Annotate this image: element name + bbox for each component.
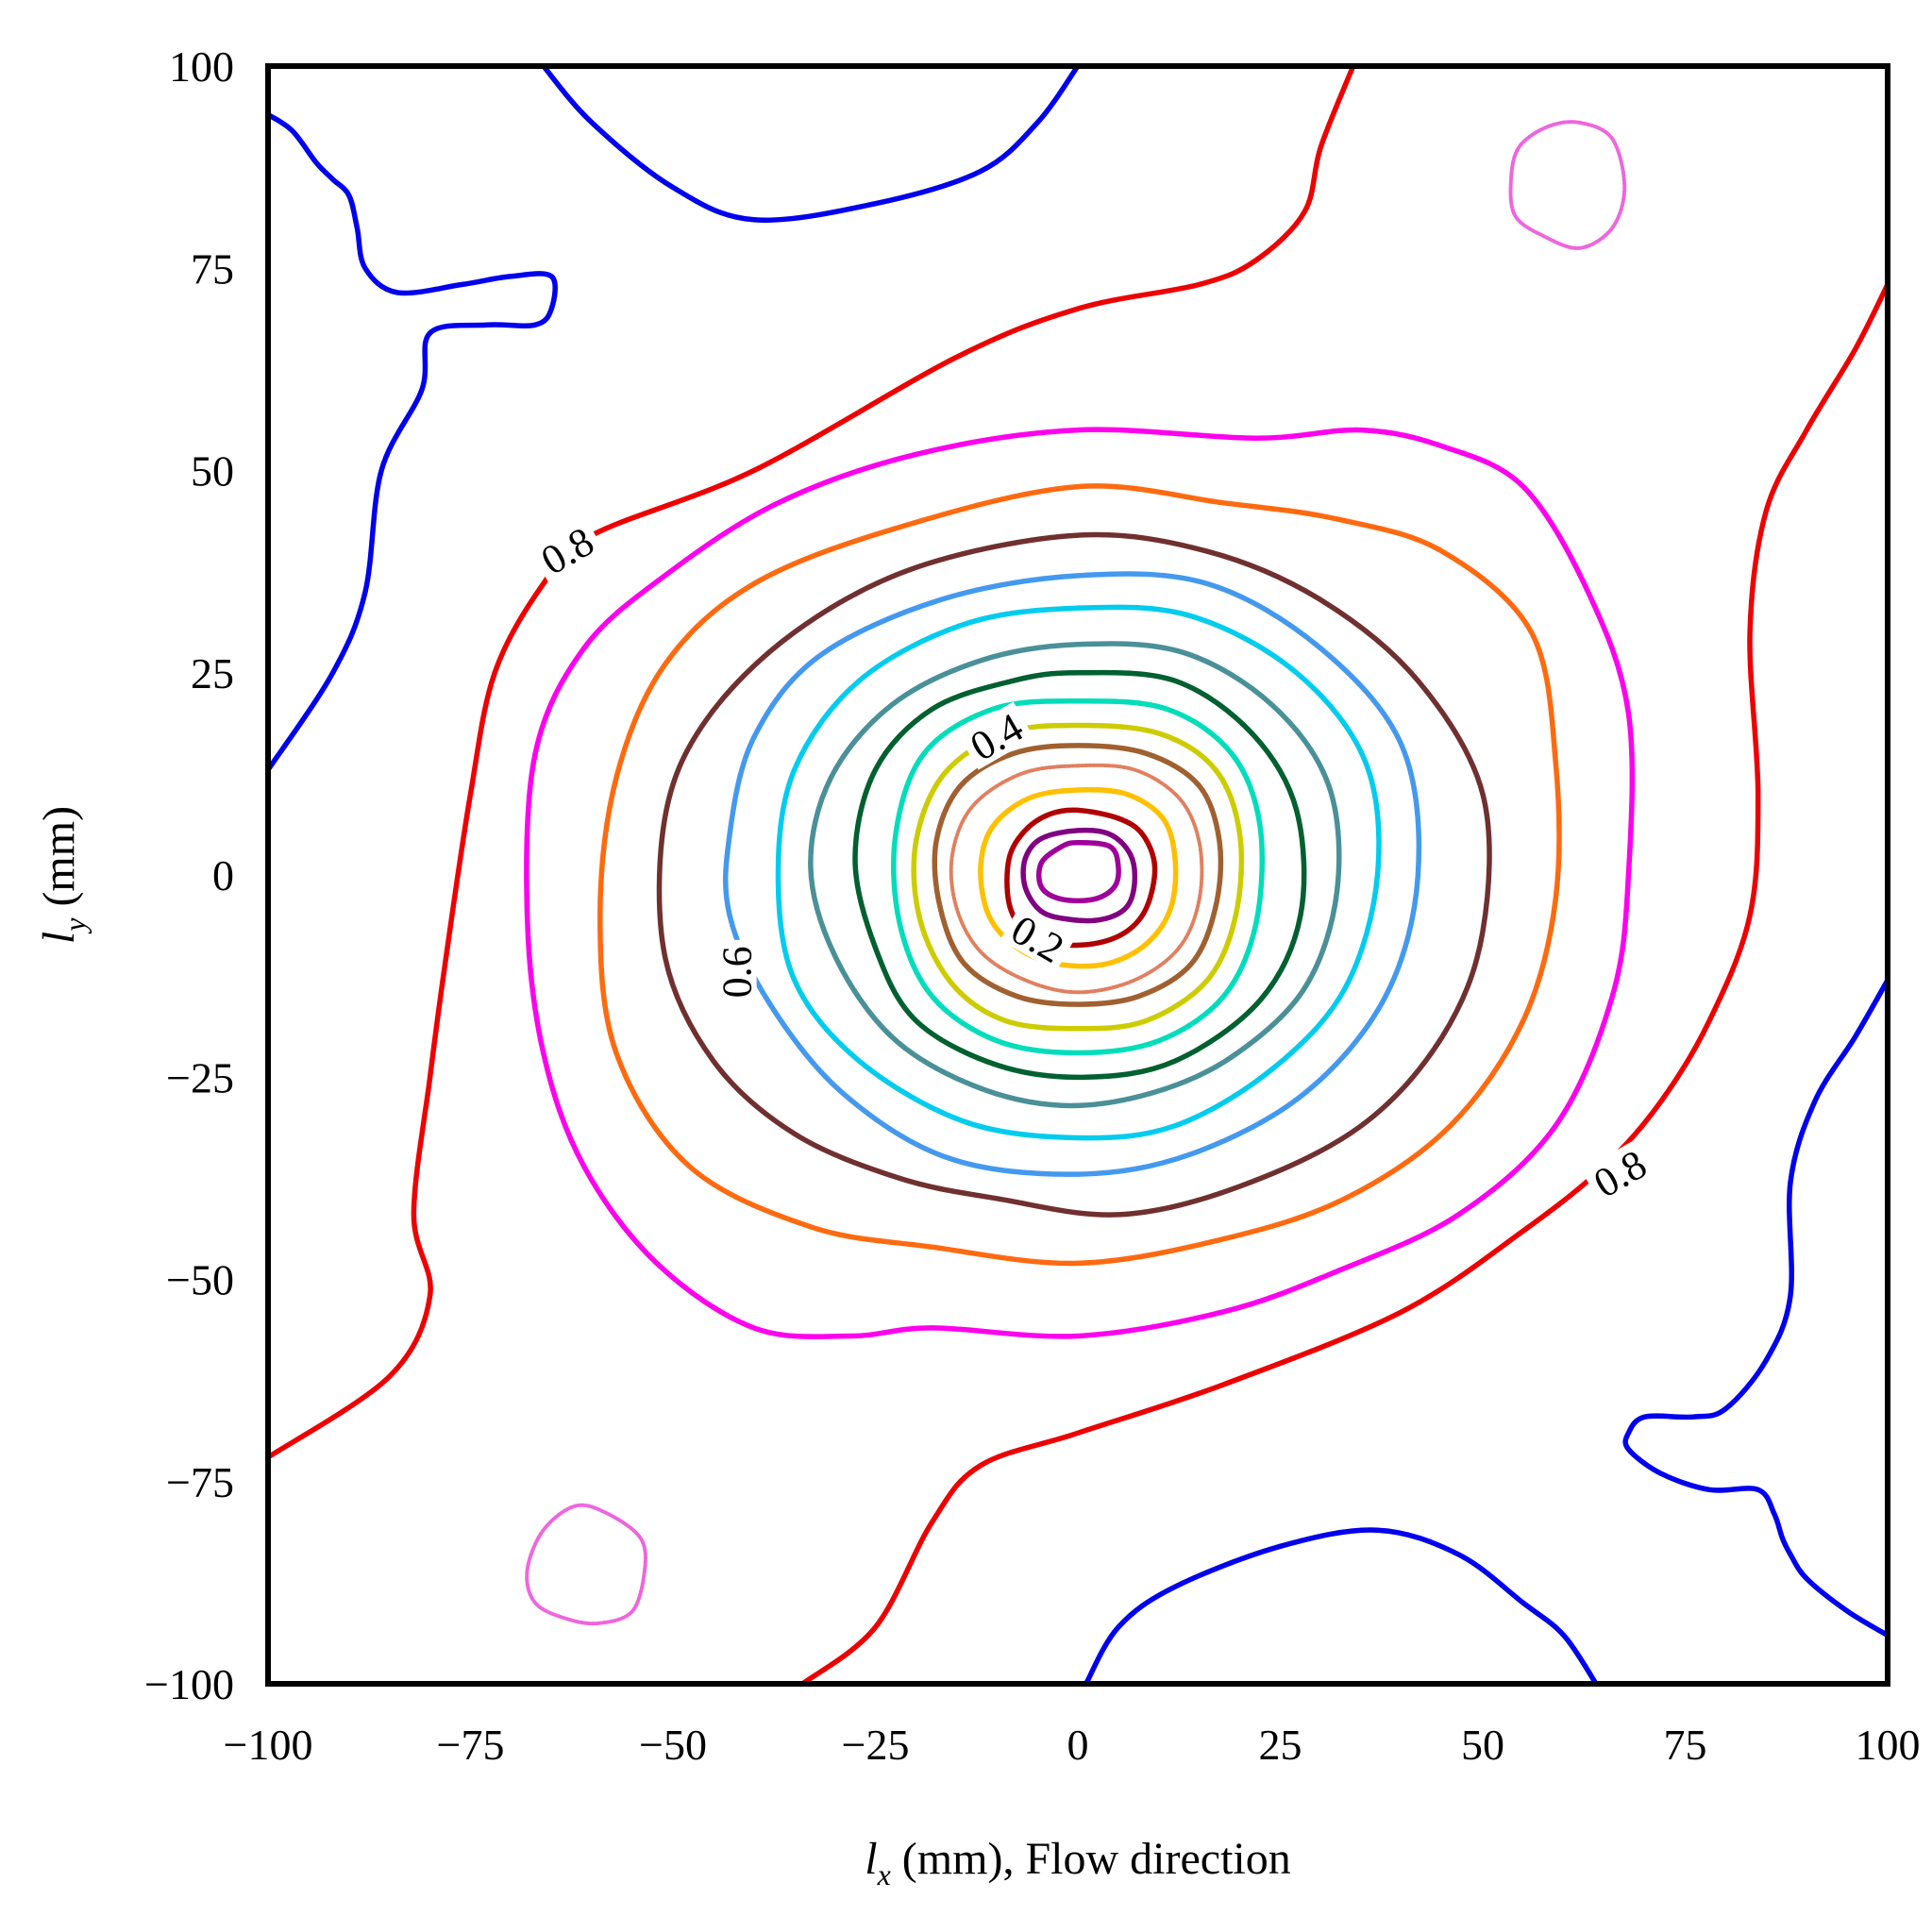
contour-level-0-25 xyxy=(978,786,1179,969)
y-tick-label: 75 xyxy=(191,244,234,293)
x-tick-label: −75 xyxy=(437,1721,505,1769)
contour-label: 0.4 xyxy=(963,704,1031,770)
contour-level-0-5 xyxy=(852,669,1307,1081)
contour-level-0-3 xyxy=(949,763,1204,995)
contour-level-0-9d xyxy=(1622,977,1890,1639)
contour-label-background xyxy=(714,939,757,1004)
contour-label-background xyxy=(1581,1138,1658,1207)
contour-level-0-6 xyxy=(775,604,1382,1141)
x-tick-label: 25 xyxy=(1259,1721,1302,1769)
y-axis-title: ly (mm) xyxy=(34,806,92,944)
contour-level-0-45 xyxy=(891,697,1266,1056)
contour-level-0-9c xyxy=(1083,1527,1599,1687)
contour-level-0-9b xyxy=(540,63,1081,223)
contour-level-0-65 xyxy=(723,571,1422,1177)
contour-level-0-75 xyxy=(597,483,1562,1267)
contour-level-0-8 xyxy=(524,427,1636,1339)
y-tick-label: 50 xyxy=(191,447,234,496)
x-tick-label: 100 xyxy=(1856,1721,1921,1769)
contour-level-0-7 xyxy=(656,531,1492,1218)
x-tick-label: 0 xyxy=(1067,1721,1089,1769)
contour-lines xyxy=(265,63,1890,1687)
x-tick-label: −25 xyxy=(842,1721,910,1769)
contour-level-0-35 xyxy=(932,743,1224,1007)
contour-label-background xyxy=(529,515,605,584)
contour-level-0-15 xyxy=(1020,827,1138,924)
x-axis-ticks: −100 −75 −50 −25 0 25 50 75 100 xyxy=(224,1721,1921,1769)
y-tick-label: 0 xyxy=(212,851,234,899)
contour-level-0-1 xyxy=(1035,839,1121,904)
contour-label: 0.6 xyxy=(714,946,761,998)
contour-labels: 0.80.80.60.40.2 xyxy=(529,515,1658,1207)
x-tick-label: 75 xyxy=(1664,1721,1707,1769)
y-tick-label: 25 xyxy=(191,649,234,697)
x-axis-title: lx (mm), Flow direction xyxy=(865,1834,1290,1891)
contour-level-0-9a xyxy=(265,111,558,773)
plot-frame xyxy=(265,63,1890,1687)
contour-level-0-2 xyxy=(1004,807,1158,949)
y-axis-ticks: −100 −75 −50 −25 0 25 50 75 100 xyxy=(144,42,234,1708)
y-tick-label: 100 xyxy=(169,42,234,91)
contour-level-0-95a xyxy=(1508,120,1627,250)
contour-label-background xyxy=(957,701,1034,770)
y-tick-label: −75 xyxy=(166,1458,234,1506)
contour-label: 0.8 xyxy=(1587,1141,1655,1207)
x-tick-label: −50 xyxy=(639,1721,707,1769)
y-tick-label: −100 xyxy=(144,1660,234,1708)
contour-level-0-4 xyxy=(911,722,1245,1032)
x-tick-label: −100 xyxy=(224,1721,313,1769)
contour-label: 0.8 xyxy=(533,518,601,584)
contour-level-0-95b xyxy=(525,1503,647,1626)
contour-label-background xyxy=(1000,903,1077,972)
x-tick-label: 50 xyxy=(1461,1721,1504,1769)
y-tick-label: −50 xyxy=(166,1256,234,1304)
y-tick-label: −25 xyxy=(166,1053,234,1101)
contour-level-0-55 xyxy=(808,641,1342,1109)
